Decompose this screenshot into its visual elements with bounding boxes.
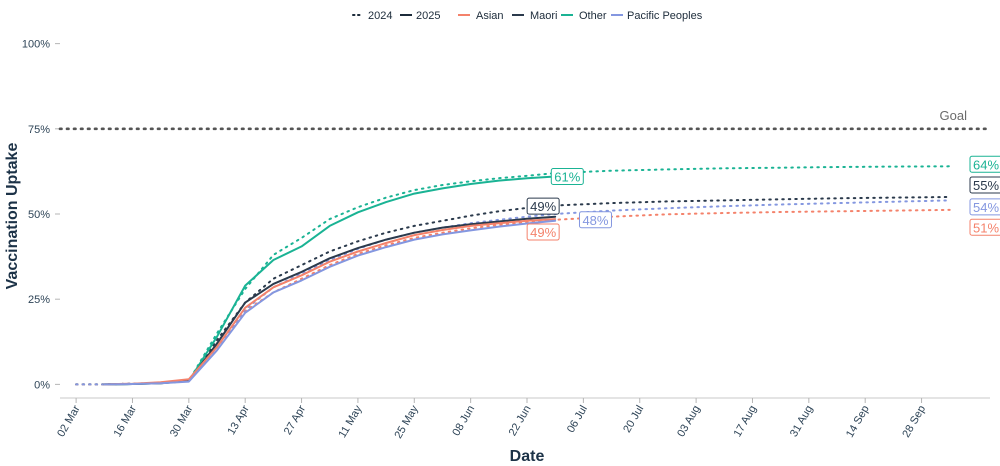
end-label-text: 51%	[973, 220, 999, 235]
end-label-text: 49%	[530, 199, 556, 214]
end-label-pacific-peoples-2024: 54%	[969, 198, 1000, 216]
y-tick-label: 0%	[34, 379, 50, 391]
end-label-box	[969, 176, 1000, 194]
end-label-text: 61%	[554, 170, 580, 185]
end-label-box	[526, 197, 560, 215]
end-label-maori-2025: 49%	[526, 197, 560, 215]
x-tick-label: 20 Jul	[621, 404, 646, 435]
end-label-box	[526, 223, 560, 241]
end-label-asian-2024: 51%	[969, 218, 1000, 236]
legend-label-other: Other	[579, 10, 607, 22]
legend: 2024 2025 Asian Maori Other Pacific Peoples	[352, 10, 703, 22]
end-label-text: 64%	[973, 157, 999, 172]
goal: Goal	[58, 108, 992, 131]
legend-label-asian: Asian	[476, 10, 504, 22]
x-tick-label: 14 Sep	[844, 404, 872, 440]
x-tick-label: 17 Aug	[732, 404, 760, 440]
x-tick-label: 08 Jun	[450, 404, 477, 439]
x-tick-label: 03 Aug	[675, 404, 703, 440]
y-axis-title: Vaccination Uptake	[4, 143, 21, 290]
x-tick-label: 28 Sep	[900, 404, 928, 440]
y-tick-label: 50%	[28, 209, 50, 221]
x-tick-label: 27 Apr	[282, 403, 308, 437]
y-tick-label: 100%	[22, 39, 50, 51]
end-label-box	[578, 211, 612, 229]
x-tick-label: 11 May	[336, 403, 364, 440]
x-axis-title: Date	[510, 448, 545, 465]
x-tick-label: 06 Jul	[565, 404, 590, 435]
end-label-text: 49%	[530, 225, 556, 240]
x-tick-label: 16 Mar	[112, 403, 140, 439]
legend-label-2024: 2024	[368, 10, 392, 22]
x-tick-label: 22 Jun	[507, 404, 534, 439]
x-tick-label: 31 Aug	[788, 404, 816, 440]
end-label-pacific-peoples-2025: 48%	[578, 211, 612, 229]
x-tick-label: 13 Apr	[225, 403, 251, 437]
legend-label-maori: Maori	[530, 10, 558, 22]
y-axis: 0% 25% 50% 75% 100%	[22, 39, 60, 391]
end-label-box	[969, 218, 1000, 236]
goal-label: Goal	[940, 108, 968, 123]
end-label-other-2025: 61%	[550, 168, 584, 186]
series-line-maori-2025	[103, 215, 557, 386]
x-axis: 02 Mar 16 Mar 30 Mar 13 Apr 27 Apr 11 May 25 M…	[55, 397, 990, 441]
x-tick-label: 30 Mar	[168, 403, 196, 439]
end-label-box	[969, 155, 1000, 173]
legend-label-2025: 2025	[416, 10, 440, 22]
series-line-pacific-peoples-2025	[103, 219, 557, 386]
x-tick-label: 25 May	[392, 403, 421, 441]
series-line-other-2025	[103, 175, 557, 386]
end-label-text: 54%	[973, 200, 999, 215]
end-label-asian-2025: 49%	[526, 223, 560, 241]
end-label-maori-2024: 55%	[969, 176, 1000, 194]
legend-label-pacific-peoples: Pacific Peoples	[627, 10, 703, 22]
end-label-box	[550, 168, 584, 186]
y-tick-label: 75%	[28, 124, 50, 136]
series-line-asian-2025	[103, 218, 557, 386]
x-tick-label: 02 Mar	[55, 403, 83, 439]
end-label-text: 48%	[582, 213, 608, 228]
y-tick-label: 25%	[28, 294, 50, 306]
end-labels: 61% 49% 49% 48% 64% 55% 54% 51%	[526, 155, 1000, 241]
end-label-text: 55%	[973, 178, 999, 193]
end-label-box	[969, 198, 1000, 216]
series-lines	[75, 165, 951, 386]
end-label-other-2024: 64%	[969, 155, 1000, 173]
